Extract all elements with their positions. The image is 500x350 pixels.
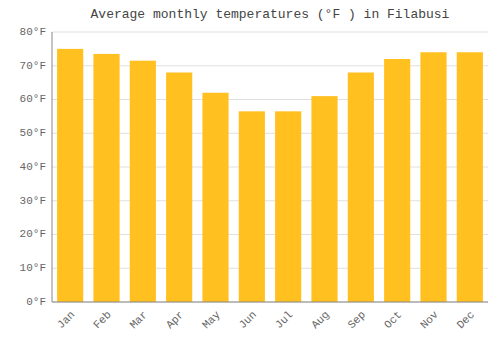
y-tick-label: 40°F [20,161,46,173]
bar [457,52,483,302]
bar [93,54,119,302]
bar [348,73,374,303]
y-tick-label: 80°F [20,26,46,38]
x-tick-label: Dec [455,309,477,331]
x-tick-label: Nov [418,308,441,331]
bar [384,59,410,302]
x-tick-label: Aug [309,309,331,331]
y-tick-label: 30°F [20,195,46,207]
bar [202,93,228,302]
bar [239,111,265,302]
bar [420,52,446,302]
title: Average monthly temperatures (°F ) in Fi… [91,7,450,22]
y-tick-label: 70°F [20,60,46,72]
x-tick-label: Feb [91,309,113,331]
bar [311,96,337,302]
x-tick-label: Mar [128,309,150,331]
x-axis: Jan Feb Mar Apr May Jun Jul Aug Sep Oct Nov Dec [55,308,477,331]
x-tick-label: Jan [55,309,77,331]
grid [52,32,488,302]
bar [166,73,192,303]
y-tick-label: 20°F [20,228,46,240]
y-axis: 0°F 10°F 20°F 30°F 40°F 50°F 60°F 70°F 80°F [20,26,46,308]
y-axis-line [52,32,53,302]
y-tick-label: 60°F [20,93,46,105]
x-tick-label: May [200,308,223,331]
bar [57,49,83,302]
y-tick-label: 10°F [20,262,46,274]
grid-line [52,32,488,33]
x-tick-label: Jul [273,309,295,331]
x-tick-label: Sep [346,309,368,331]
x-tick-label: Jun [237,309,259,331]
x-tick-label: Oct [382,309,404,331]
bars [57,49,483,302]
bar [130,61,156,302]
chart: 0°F 10°F 20°F 30°F 40°F 50°F 60°F 70°F 80°F Jan Fe… [0,0,500,350]
x-tick-label: Apr [164,309,186,331]
y-tick-label: 0°F [26,296,46,308]
x-axis-line [52,302,488,303]
y-tick-label: 50°F [20,127,46,139]
grid-line [52,302,488,303]
bar [275,111,301,302]
